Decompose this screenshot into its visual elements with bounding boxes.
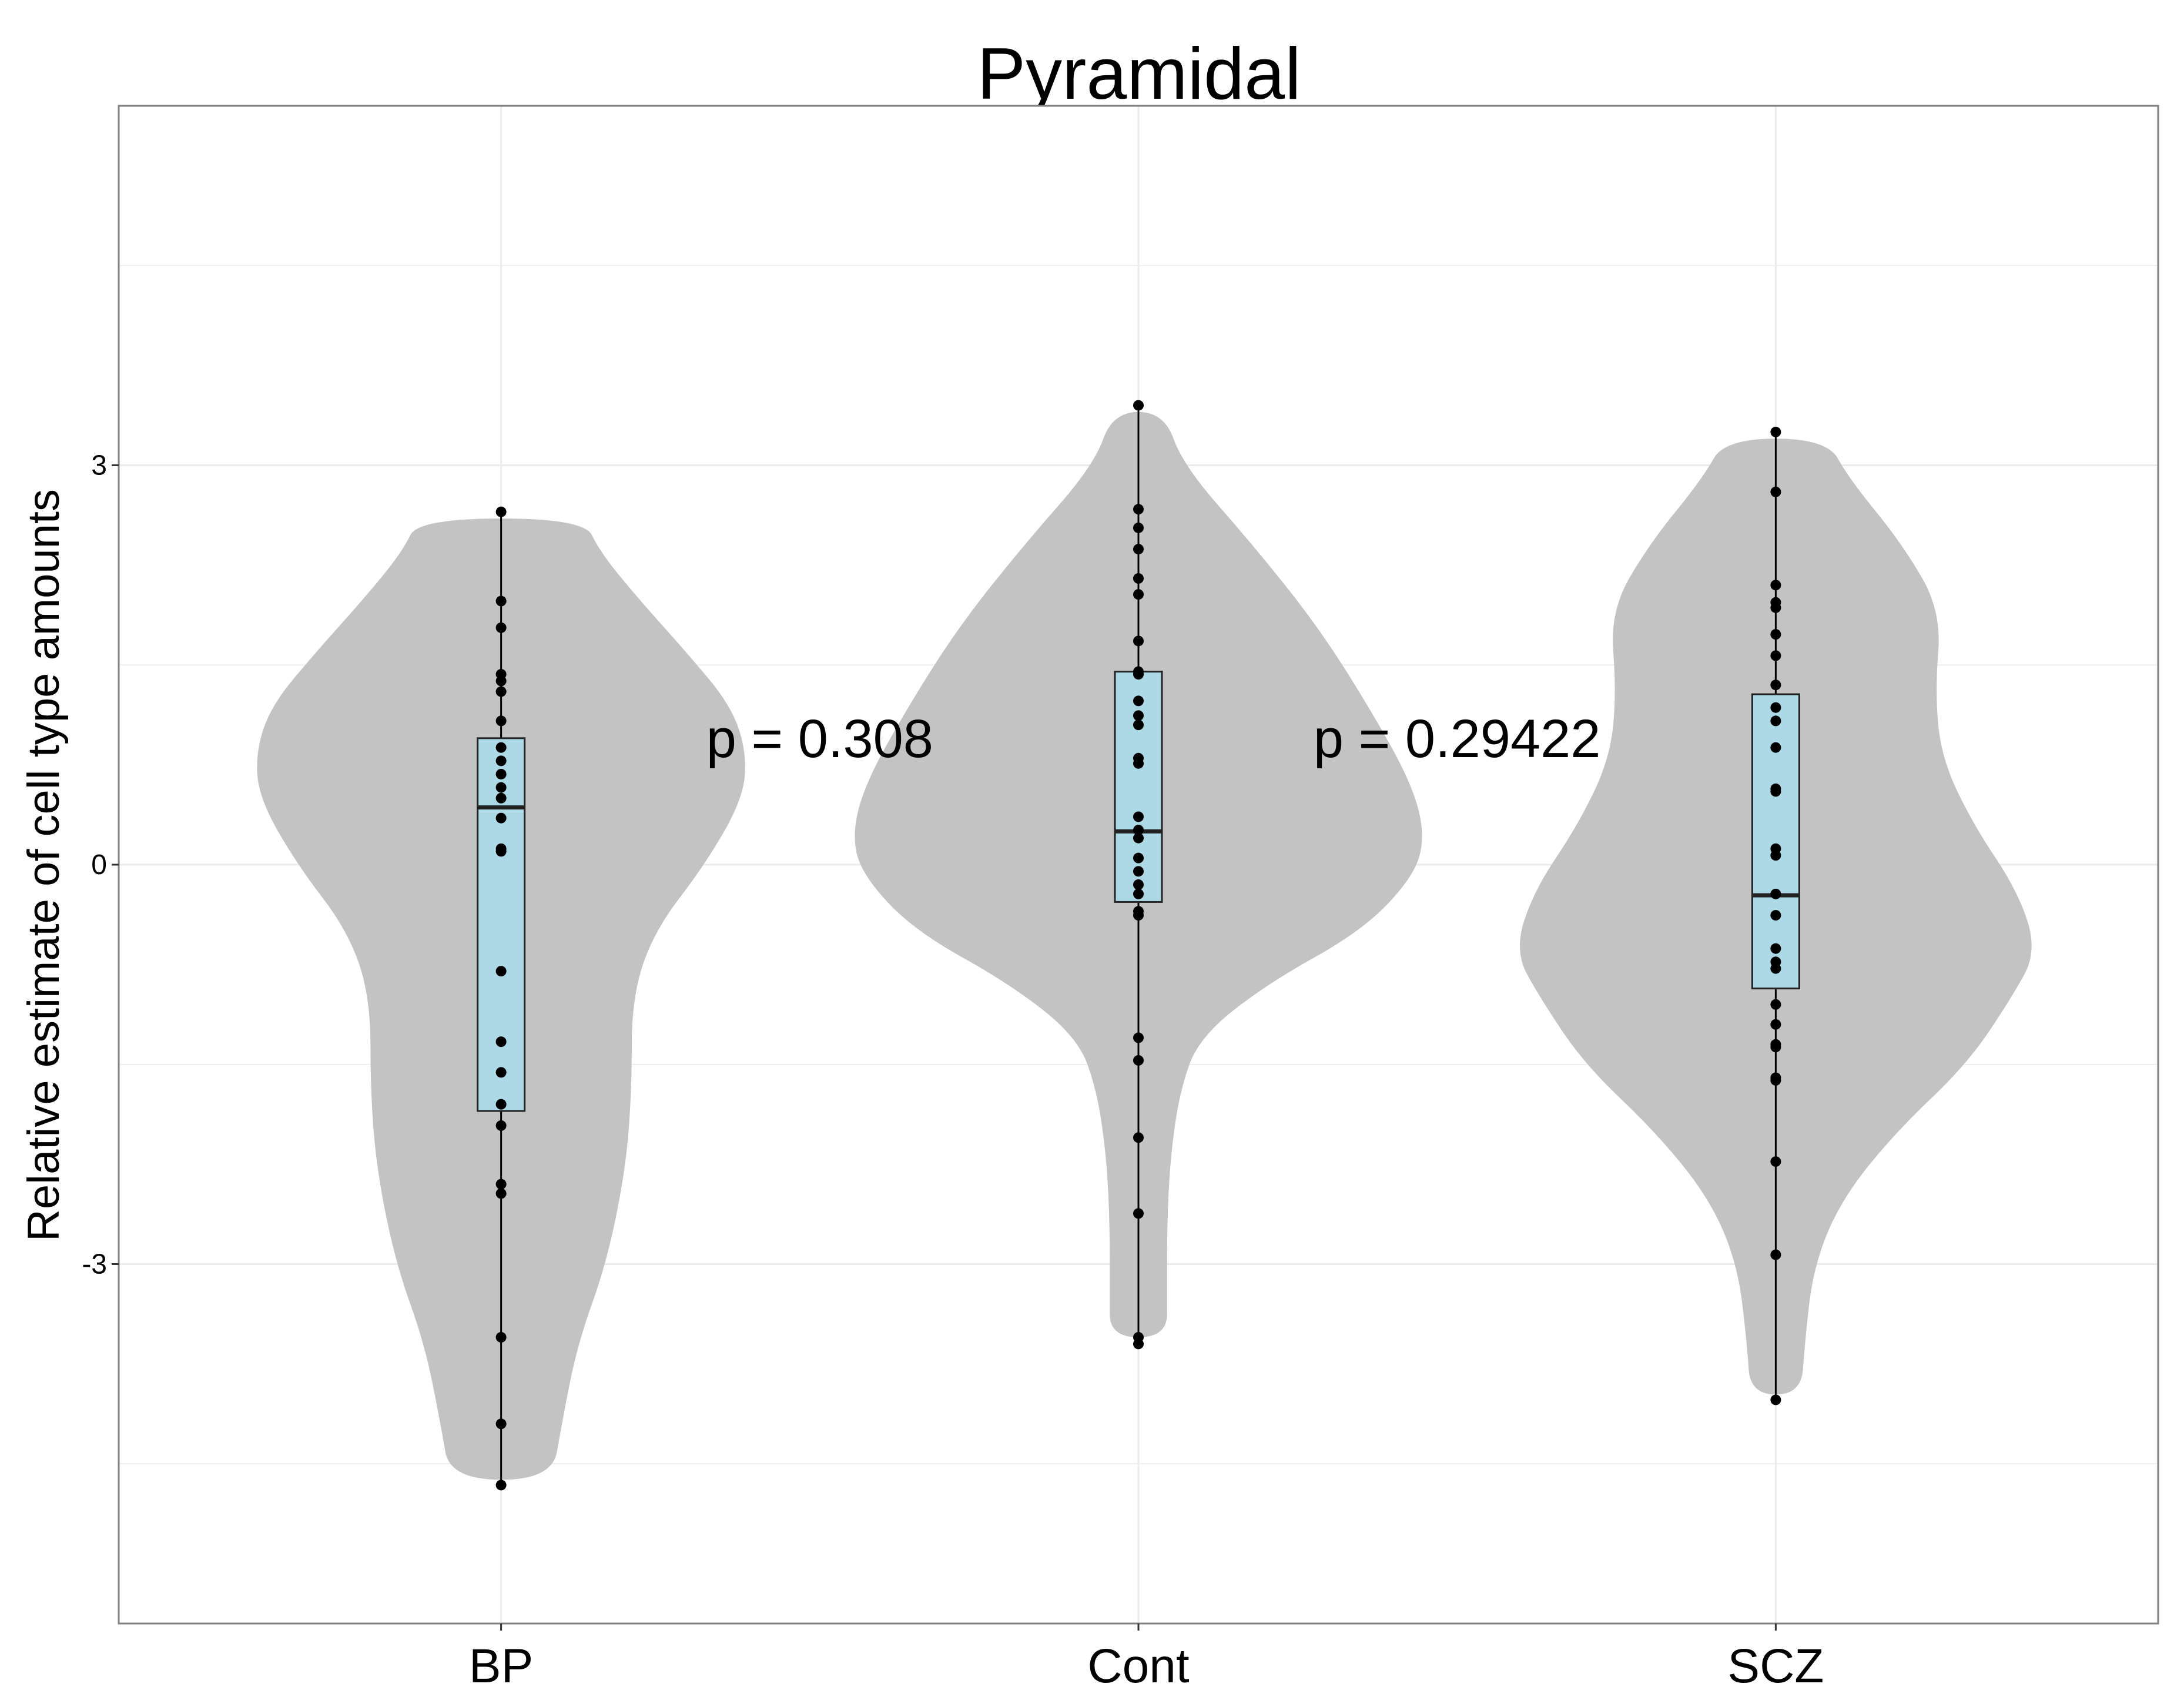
- y-axis: -3 0 3: [82, 450, 119, 1280]
- data-point-scz: [1770, 426, 1781, 437]
- data-point-scz: [1770, 910, 1781, 921]
- data-points: [495, 400, 1781, 1491]
- data-point-bp: [495, 1188, 507, 1199]
- data-point-cont: [1133, 879, 1144, 890]
- data-point-bp: [495, 1480, 507, 1491]
- data-point-scz: [1770, 650, 1781, 661]
- data-point-scz: [1770, 963, 1781, 974]
- p-value-label: p = 0.308: [706, 709, 933, 769]
- data-point-bp: [495, 792, 507, 804]
- data-point-bp: [495, 1120, 507, 1131]
- data-point-scz: [1770, 1075, 1781, 1086]
- data-point-bp: [495, 715, 507, 727]
- box-cont: [1114, 671, 1163, 903]
- y-tick-label: 0: [91, 849, 107, 881]
- data-point-cont: [1133, 910, 1144, 921]
- p-value-annotations: p = 0.308 p = 0.29422: [706, 709, 1601, 769]
- data-point-cont: [1133, 888, 1144, 899]
- data-point-bp: [495, 1036, 507, 1047]
- y-tick-label: 3: [91, 450, 107, 481]
- data-point-bp: [495, 1067, 507, 1078]
- data-point-cont: [1133, 400, 1144, 411]
- data-point-bp: [495, 1418, 507, 1430]
- data-point-cont: [1133, 522, 1144, 533]
- data-point-cont: [1133, 669, 1144, 680]
- data-point-cont: [1133, 719, 1144, 731]
- data-point-cont: [1133, 573, 1144, 584]
- data-point-cont: [1133, 1338, 1144, 1350]
- data-point-cont: [1133, 758, 1144, 769]
- data-point-bp: [495, 755, 507, 767]
- data-point-cont: [1133, 695, 1144, 707]
- x-tick-label-scz: SCZ: [1727, 1639, 1824, 1693]
- data-point-bp: [495, 846, 507, 857]
- data-point-scz: [1770, 602, 1781, 613]
- data-point-scz: [1770, 629, 1781, 640]
- data-point-cont: [1133, 710, 1144, 721]
- data-point-bp: [495, 1179, 507, 1190]
- data-point-cont: [1133, 852, 1144, 863]
- data-point-bp: [495, 506, 507, 517]
- data-point-bp: [495, 782, 507, 793]
- data-point-bp: [495, 686, 507, 697]
- data-point-bp: [495, 768, 507, 779]
- y-axis-label: Relative estimate of cell type amounts: [19, 489, 69, 1241]
- data-point-scz: [1770, 1019, 1781, 1030]
- data-point-scz: [1770, 850, 1781, 861]
- data-point-scz: [1770, 943, 1781, 954]
- data-point-scz: [1770, 702, 1781, 713]
- data-point-scz: [1770, 1156, 1781, 1167]
- y-tick-label: -3: [82, 1249, 107, 1280]
- data-point-bp: [495, 595, 507, 607]
- data-point-cont: [1133, 866, 1144, 877]
- x-tick-label-cont: Cont: [1087, 1639, 1189, 1693]
- data-point-bp: [495, 675, 507, 687]
- x-axis: BP Cont SCZ: [469, 1624, 1824, 1693]
- p-value-label: p = 0.29422: [1314, 709, 1601, 769]
- data-point-scz: [1770, 580, 1781, 591]
- data-point-scz: [1770, 742, 1781, 753]
- data-point-cont: [1133, 825, 1144, 836]
- data-point-cont: [1133, 635, 1144, 647]
- data-point-scz: [1770, 1394, 1781, 1405]
- data-point-bp: [495, 1332, 507, 1343]
- data-point-bp: [495, 966, 507, 977]
- data-point-cont: [1133, 1055, 1144, 1066]
- data-point-scz: [1770, 715, 1781, 727]
- data-point-scz: [1770, 786, 1781, 797]
- data-point-scz: [1770, 1249, 1781, 1260]
- data-point-scz: [1770, 999, 1781, 1010]
- data-point-bp: [495, 1099, 507, 1110]
- data-point-cont: [1133, 544, 1144, 555]
- data-point-scz: [1770, 680, 1781, 691]
- data-point-cont: [1133, 832, 1144, 844]
- data-point-scz: [1770, 486, 1781, 497]
- data-point-scz: [1770, 1042, 1781, 1053]
- x-tick-label-bp: BP: [469, 1639, 533, 1693]
- boxplots: [477, 405, 1800, 1484]
- data-point-cont: [1133, 1132, 1144, 1143]
- data-point-cont: [1133, 1208, 1144, 1219]
- data-point-cont: [1133, 1032, 1144, 1043]
- data-point-bp: [495, 742, 507, 753]
- data-point-bp: [495, 812, 507, 824]
- chart-title: Pyramidal: [977, 34, 1301, 115]
- box-bp: [477, 737, 526, 1112]
- data-point-bp: [495, 622, 507, 633]
- data-point-cont: [1133, 504, 1144, 515]
- data-point-scz: [1770, 888, 1781, 899]
- data-point-cont: [1133, 811, 1144, 822]
- data-point-cont: [1133, 589, 1144, 600]
